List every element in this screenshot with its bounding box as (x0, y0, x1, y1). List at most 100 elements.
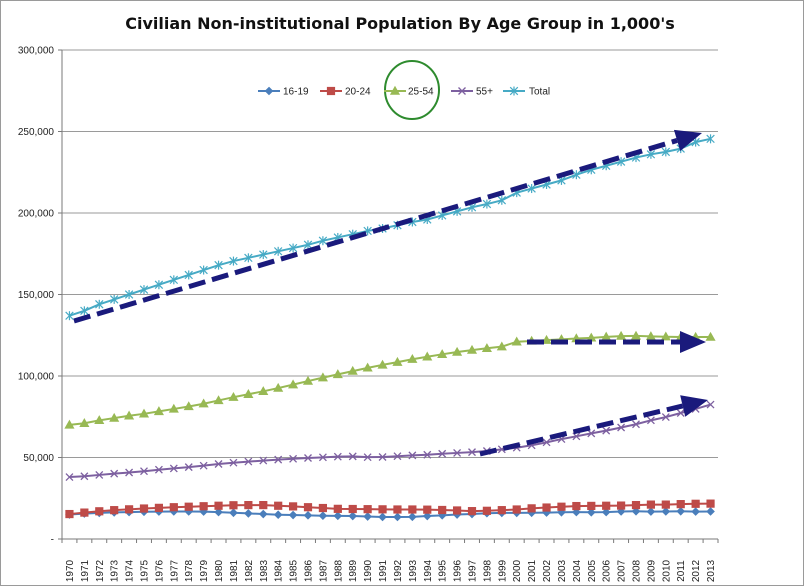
data-point-25-54 (109, 412, 120, 422)
data-point-55- (661, 413, 670, 422)
data-point-20-24 (124, 505, 134, 514)
data-point-25-54 (258, 386, 269, 396)
data-point-55- (199, 461, 208, 470)
data-point-16-19 (601, 507, 611, 517)
x-tick-label: 1974 (125, 559, 136, 582)
data-point-total (482, 199, 492, 209)
data-point-16-19 (616, 507, 626, 516)
data-point-25-54 (511, 336, 522, 346)
data-point-20-24 (527, 504, 536, 513)
legend-item-25-54: 25-54 (384, 85, 434, 98)
annotation-arrow (73, 129, 702, 324)
data-point-25-54 (496, 341, 507, 351)
x-tick-label: 1998 (482, 559, 493, 582)
data-point-20-24 (229, 501, 238, 510)
x-tick-label: 1981 (229, 559, 240, 582)
annotation-arrow (527, 331, 706, 353)
data-point-20-24 (318, 503, 328, 513)
data-point-total (199, 265, 208, 275)
data-point-16-19 (393, 512, 402, 522)
x-tick-label: 1982 (244, 559, 255, 582)
data-point-25-54 (124, 410, 135, 420)
x-tick-label: 1988 (333, 559, 344, 582)
x-tick-label: 2003 (557, 559, 568, 582)
data-point-20-24 (557, 502, 566, 511)
data-point-16-19 (258, 509, 268, 519)
data-point-55- (542, 438, 551, 447)
series-total (65, 134, 715, 321)
data-point-16-19 (691, 507, 700, 516)
data-point-55- (676, 409, 685, 417)
y-tick-label: 300,000 (18, 46, 55, 57)
data-point-55- (706, 400, 715, 409)
data-point-total (273, 246, 283, 256)
data-point-total (184, 270, 193, 280)
x-tick-label: 1970 (65, 559, 76, 582)
data-point-25-54 (437, 349, 448, 359)
data-point-total (169, 275, 179, 285)
data-point-55- (333, 452, 342, 461)
data-point-25-54 (243, 389, 254, 398)
x-tick-label: 1971 (80, 559, 91, 582)
data-point-16-19 (333, 511, 343, 521)
data-point-16-19 (661, 507, 671, 516)
data-point-total (318, 236, 328, 246)
data-point-55- (632, 420, 640, 429)
data-point-total (139, 285, 149, 295)
data-point-20-24 (169, 503, 178, 512)
data-point-20-24 (542, 503, 551, 512)
data-point-20-24 (80, 508, 89, 517)
annotations (73, 60, 708, 457)
data-point-total (259, 250, 268, 260)
data-point-20-24 (661, 500, 670, 509)
data-point-16-19 (288, 510, 298, 520)
x-tick-label: 1999 (497, 559, 508, 582)
data-point-20-24 (452, 506, 462, 515)
x-tick-label: 1991 (378, 559, 389, 582)
gridlines (62, 49, 718, 540)
data-point-55- (184, 463, 193, 472)
data-point-20-24 (631, 500, 641, 510)
data-point-25-54 (183, 401, 194, 411)
data-point-25-54 (64, 419, 75, 429)
data-point-25-54 (481, 343, 492, 352)
data-point-55- (140, 467, 148, 476)
data-point-55- (423, 450, 432, 459)
data-point-25-54 (422, 351, 433, 361)
legend-label-20-24: 20-24 (345, 87, 371, 98)
legend-label-16-19: 16-19 (283, 87, 309, 98)
x-tick-label: 1997 (468, 559, 479, 582)
data-point-25-54 (273, 382, 284, 392)
data-point-25-54 (392, 356, 403, 366)
data-point-25-54 (407, 353, 418, 363)
data-point-55- (393, 452, 402, 461)
series-line-25-54 (69, 334, 711, 426)
data-point-total (95, 299, 104, 309)
data-point-20-24 (602, 501, 611, 510)
data-point-25-54 (317, 372, 328, 382)
data-point-total (80, 306, 89, 316)
data-point-20-24 (467, 507, 477, 516)
chart-title: Civilian Non-institutional Population By… (125, 14, 675, 33)
data-point-25-54 (705, 331, 716, 341)
data-point-25-54 (332, 369, 343, 379)
data-point-total (497, 195, 507, 205)
x-tick-label: 1979 (199, 559, 210, 582)
x-tick-label: 1989 (348, 559, 359, 582)
data-point-55- (378, 453, 387, 461)
data-point-20-24 (288, 502, 298, 511)
data-point-16-19 (586, 507, 596, 517)
data-point-55- (259, 456, 268, 465)
data-point-20-24 (65, 509, 74, 519)
x-tick-label: 2010 (661, 559, 672, 582)
data-point-total (437, 210, 447, 220)
data-point-16-19 (229, 508, 238, 518)
data-point-55- (110, 469, 119, 478)
data-point-55- (214, 460, 223, 468)
legend-label-55-: 55+ (476, 87, 493, 98)
x-tick-label: 2000 (512, 559, 523, 582)
data-point-20-24 (423, 505, 432, 514)
data-point-total (124, 290, 134, 299)
data-point-25-54 (153, 406, 164, 416)
data-point-20-24 (512, 505, 521, 514)
